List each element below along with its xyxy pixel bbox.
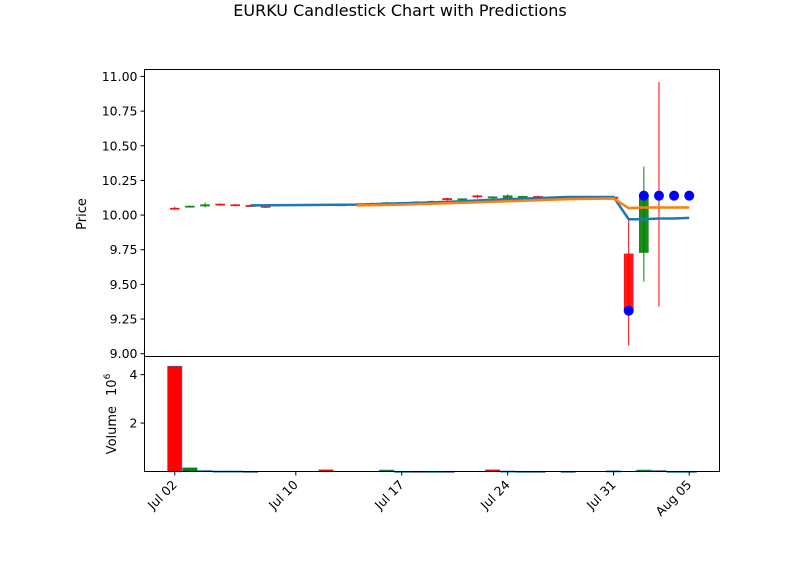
price-y-tick-label: 9.50 [110,277,138,292]
candle-body [442,198,452,201]
price-y-tick-label: 9.75 [110,242,138,257]
candle-body [487,196,498,199]
volume-multiplier-exponent: 6 [103,373,113,379]
price-y-tick-label: 10.50 [102,138,138,153]
price-panel-frame [144,69,720,357]
volume-y-axis-label: Volume [105,406,120,454]
x-axis: Jul 02 Jul 10 Jul 17 Jul 24 Jul 31 Aug 05 [144,471,694,519]
candle-body [472,195,483,198]
prediction-marker [684,190,695,201]
price-y-tick-label: 10.00 [102,208,138,223]
x-tick-label: Jul 17 [371,477,407,513]
volume-y-axis-label-group: Volume 106 [103,373,120,454]
volume-bar [182,467,198,472]
volume-multiplier: 10 [105,379,120,396]
price-y-tick-label: 10.25 [102,173,138,188]
trend-line-1 [250,195,690,221]
price-y-axis-label: Price [75,198,90,230]
x-tick-label: Jul 31 [583,477,619,513]
candle-body [457,198,468,201]
volume-bar [167,365,183,472]
price-y-tick-label: 11.00 [102,69,138,84]
x-tick-label: Aug 05 [652,477,694,519]
x-tick-label: Jul 10 [265,477,301,513]
volume-y-tick-label: 4 [130,367,138,382]
candle-body [200,204,210,207]
prediction-marker [638,190,649,201]
candle-body [185,205,195,208]
price-plot-area [169,81,695,346]
price-y-tick-label: 9.25 [110,312,138,327]
candle-body [639,195,649,253]
volume-panel-frame [144,356,720,472]
prediction-marker [623,305,634,316]
volume-y-axis: 24 [130,367,145,431]
volume-plot-area [167,365,697,473]
price-y-tick-label: 10.75 [102,104,138,119]
price-y-tick-label: 9.00 [110,346,138,361]
x-tick-label: Jul 24 [477,477,513,513]
trend-line-2 [356,197,690,210]
svg-text:Volume106: Volume 106 [103,373,120,454]
candle-body [215,203,225,206]
volume-panel: 24 Volume106 [103,356,720,473]
candle-body [230,204,241,207]
prediction-marker [653,190,664,201]
chart-title: EURKU Candlestick Chart with Predictions [233,1,566,20]
candle-body [623,253,634,311]
volume-y-tick-label: 2 [130,416,138,431]
x-tick-label: Jul 02 [144,477,180,513]
price-panel: 9.00 9.25 9.50 9.75 10.00 10.25 10.50 10.75 11.0… [75,69,720,361]
price-y-axis: 9.00 9.25 9.50 9.75 10.00 10.25 10.50 10.75 11.0… [102,69,145,361]
candle-body [169,207,180,210]
prediction-marker [669,190,680,201]
